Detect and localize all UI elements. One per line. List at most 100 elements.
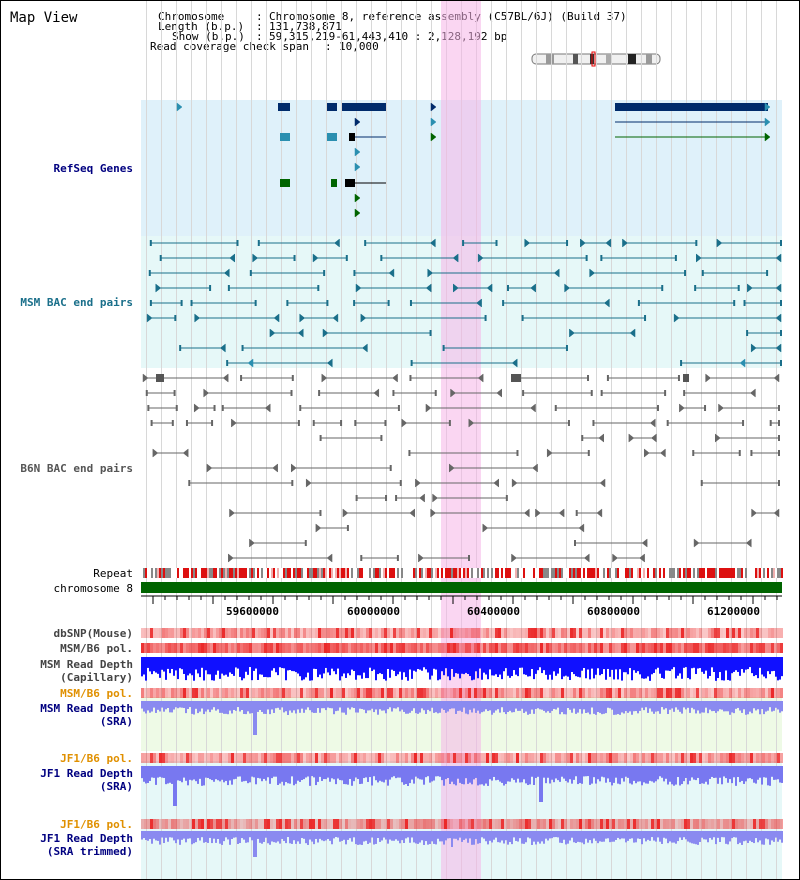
jf1-depth-sra-bar xyxy=(151,766,153,778)
msm-depth-sra-bar xyxy=(689,701,691,713)
msm-b6-pol-2-mark xyxy=(684,688,687,698)
ruler-tick-1: 59600000 xyxy=(226,605,279,618)
msm-depth-sra-bar xyxy=(461,701,463,712)
msm-b6-pol-2-mark xyxy=(492,688,495,698)
msm-b6-pol-mark xyxy=(291,643,294,653)
b6n-bac-pair-end xyxy=(778,450,780,456)
msm-depth-capillary-bar xyxy=(721,657,723,681)
msm-b6-pol-2-mark xyxy=(729,688,732,698)
msm-bac-pair-end xyxy=(637,300,640,306)
msm-depth-capillary-bar xyxy=(735,657,737,671)
jf1-depth-trim-bar xyxy=(537,831,539,842)
jf1-depth-trim-bar xyxy=(593,831,595,839)
jf1-b6-pol-2-mark xyxy=(513,819,516,829)
msm-depth-sra-bar xyxy=(555,701,557,710)
dbsnp-mark xyxy=(174,628,177,638)
msm-b6-pol-mark xyxy=(420,643,423,653)
jf1-b6-pol-2-mark xyxy=(501,819,504,829)
msm-depth-sra-bar xyxy=(371,701,373,709)
jf1-depth-sra-bar xyxy=(255,766,257,785)
jf1-depth-trim-bar xyxy=(297,831,299,842)
msm-b6-pol-mark xyxy=(552,643,555,653)
msm-bac-pair-end xyxy=(297,328,304,338)
msm-depth-sra-bar xyxy=(193,701,195,715)
jf1-depth-sra-bar xyxy=(525,766,527,784)
msm-bac-pair-end xyxy=(739,358,746,368)
repeat-mark xyxy=(517,568,519,578)
msm-b6-pol-mark xyxy=(435,643,438,653)
jf1-depth-sra-bar xyxy=(669,766,671,782)
grid-line xyxy=(341,1,342,879)
msm-depth-capillary-bar xyxy=(463,657,465,675)
track-label-refseq[interactable]: RefSeq Genes xyxy=(53,162,133,175)
msm-bac-pair-end xyxy=(580,238,586,248)
msm-depth-sra-bar xyxy=(195,701,197,709)
repeat-mark xyxy=(547,568,549,578)
jf1-depth-trim-bar xyxy=(645,831,647,842)
repeat-mark xyxy=(287,568,289,578)
msm-b6-pol-2-mark xyxy=(375,688,378,698)
jf1-depth-sra-bar xyxy=(343,766,345,785)
msm-b6-pol-mark xyxy=(297,643,300,653)
msm-b6-pol-2-mark xyxy=(150,688,153,698)
msm-depth-sra-bar xyxy=(671,701,673,709)
msm-depth-sra-bar xyxy=(439,701,441,713)
jf1-depth-sra-bar xyxy=(515,766,517,783)
jf1-b6-pol-2-mark xyxy=(483,819,486,829)
msm-depth-capillary-bar xyxy=(187,657,189,676)
length-label: Length (b.p.) xyxy=(158,20,245,33)
track-label-msm-bac[interactable]: MSM BAC end pairs xyxy=(20,296,133,309)
msm-b6-pol-2-mark xyxy=(258,688,261,698)
jf1-depth-trim-bar xyxy=(325,831,327,841)
jf1-depth-trim-bar xyxy=(213,831,215,839)
msm-depth-capillary-bar xyxy=(467,657,469,674)
msm-b6-pol-mark xyxy=(504,643,507,653)
jf1-depth-trim-bar xyxy=(249,831,251,838)
msm-depth-sra-bar xyxy=(285,701,287,712)
selection-highlight[interactable] xyxy=(441,1,481,879)
dbsnp-mark xyxy=(552,628,555,638)
jf1-b6-pol-2-mark xyxy=(375,819,378,829)
dbsnp-mark xyxy=(459,628,462,638)
msm-bac-pair-end xyxy=(257,240,260,246)
jf1-b6-pol-2-mark xyxy=(480,819,483,829)
dbsnp-mark xyxy=(621,628,624,638)
msm-b6-pol-2-mark xyxy=(735,688,738,698)
msm-b6-pol-mark xyxy=(405,643,408,653)
msm-depth-sra-bar xyxy=(355,701,357,713)
jf1-depth-trim-bar xyxy=(711,831,713,840)
jf1-b6-pol-2-mark xyxy=(276,819,279,829)
jf1-b6-pol-2-mark xyxy=(312,819,315,829)
dbsnp-mark xyxy=(690,628,693,638)
msm-depth-capillary-bar xyxy=(755,657,757,676)
msm-b6-pol-mark xyxy=(717,643,720,653)
msm-b6-pol-2-mark xyxy=(708,688,711,698)
msm-bac-pair-end xyxy=(486,283,493,293)
jf1-depth-sra-bar xyxy=(653,766,655,783)
repeat-mark xyxy=(255,568,257,578)
msm-depth-sra-bar xyxy=(709,701,711,710)
msm-depth-sra-bar xyxy=(613,701,615,715)
repeat-mark xyxy=(637,568,639,578)
msm-depth-sra-bar xyxy=(407,701,409,714)
msm-b6-pol-2-mark xyxy=(438,688,441,698)
msm-depth-sra-bar xyxy=(727,701,729,712)
msm-b6-pol-mark xyxy=(537,643,540,653)
dbsnp-mark xyxy=(435,628,438,638)
repeat-mark xyxy=(315,568,317,578)
jf1-depth-sra-bar xyxy=(479,766,481,785)
msm-depth-sra-bar xyxy=(703,701,705,713)
jf1-depth-trim-bar xyxy=(265,831,267,838)
msm-depth-capillary-bar xyxy=(259,657,261,675)
msm-b6-pol-mark xyxy=(294,643,297,653)
msm-depth-sra-bar xyxy=(303,701,305,713)
msm-b6-pol-2-mark xyxy=(186,688,189,698)
jf1-b6-pol-mark xyxy=(222,753,225,763)
refseq-gene-marker xyxy=(354,162,361,172)
msm-bac-pair-end xyxy=(312,253,319,263)
track-label-b6n-bac[interactable]: B6N BAC end pairs xyxy=(20,462,133,475)
dbsnp-mark xyxy=(462,628,465,638)
jf1-depth-trim-bar xyxy=(441,831,443,842)
repeat-mark xyxy=(665,568,667,578)
